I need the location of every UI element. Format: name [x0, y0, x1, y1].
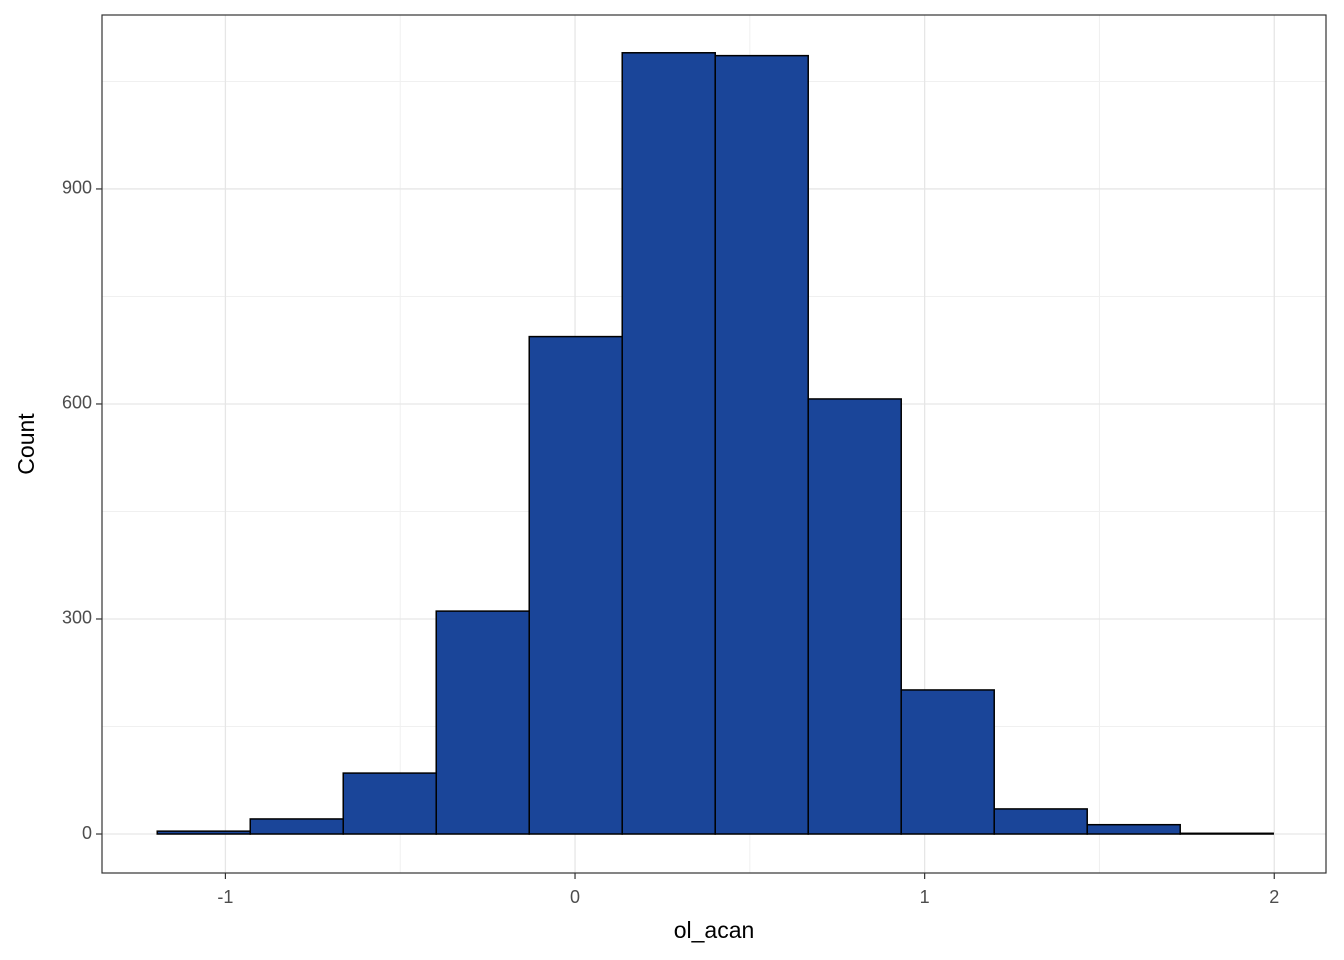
bar [1086, 823, 1181, 835]
bar [435, 610, 530, 835]
bar [528, 335, 623, 835]
bar [156, 830, 251, 835]
x-tick-label: -1 [217, 887, 233, 907]
y-tick-label: 0 [82, 823, 92, 843]
y-tick-label: 600 [62, 393, 92, 413]
x-tick-label: 2 [1269, 887, 1279, 907]
y-tick-label: 900 [62, 178, 92, 198]
bars [156, 52, 1274, 835]
y-axis-title: Count [13, 413, 39, 475]
panel-border [101, 14, 1327, 874]
bar [714, 54, 809, 835]
x-tick-label: 1 [920, 887, 930, 907]
bar [900, 689, 995, 835]
bar [1179, 832, 1274, 835]
bar [249, 818, 344, 835]
bar [807, 398, 902, 835]
x-tick-label: 0 [570, 887, 580, 907]
y-tick-label: 300 [62, 608, 92, 628]
x-axis-title: ol_acan [674, 917, 755, 943]
bar [621, 52, 716, 835]
bar [993, 808, 1088, 835]
bar [342, 772, 437, 835]
